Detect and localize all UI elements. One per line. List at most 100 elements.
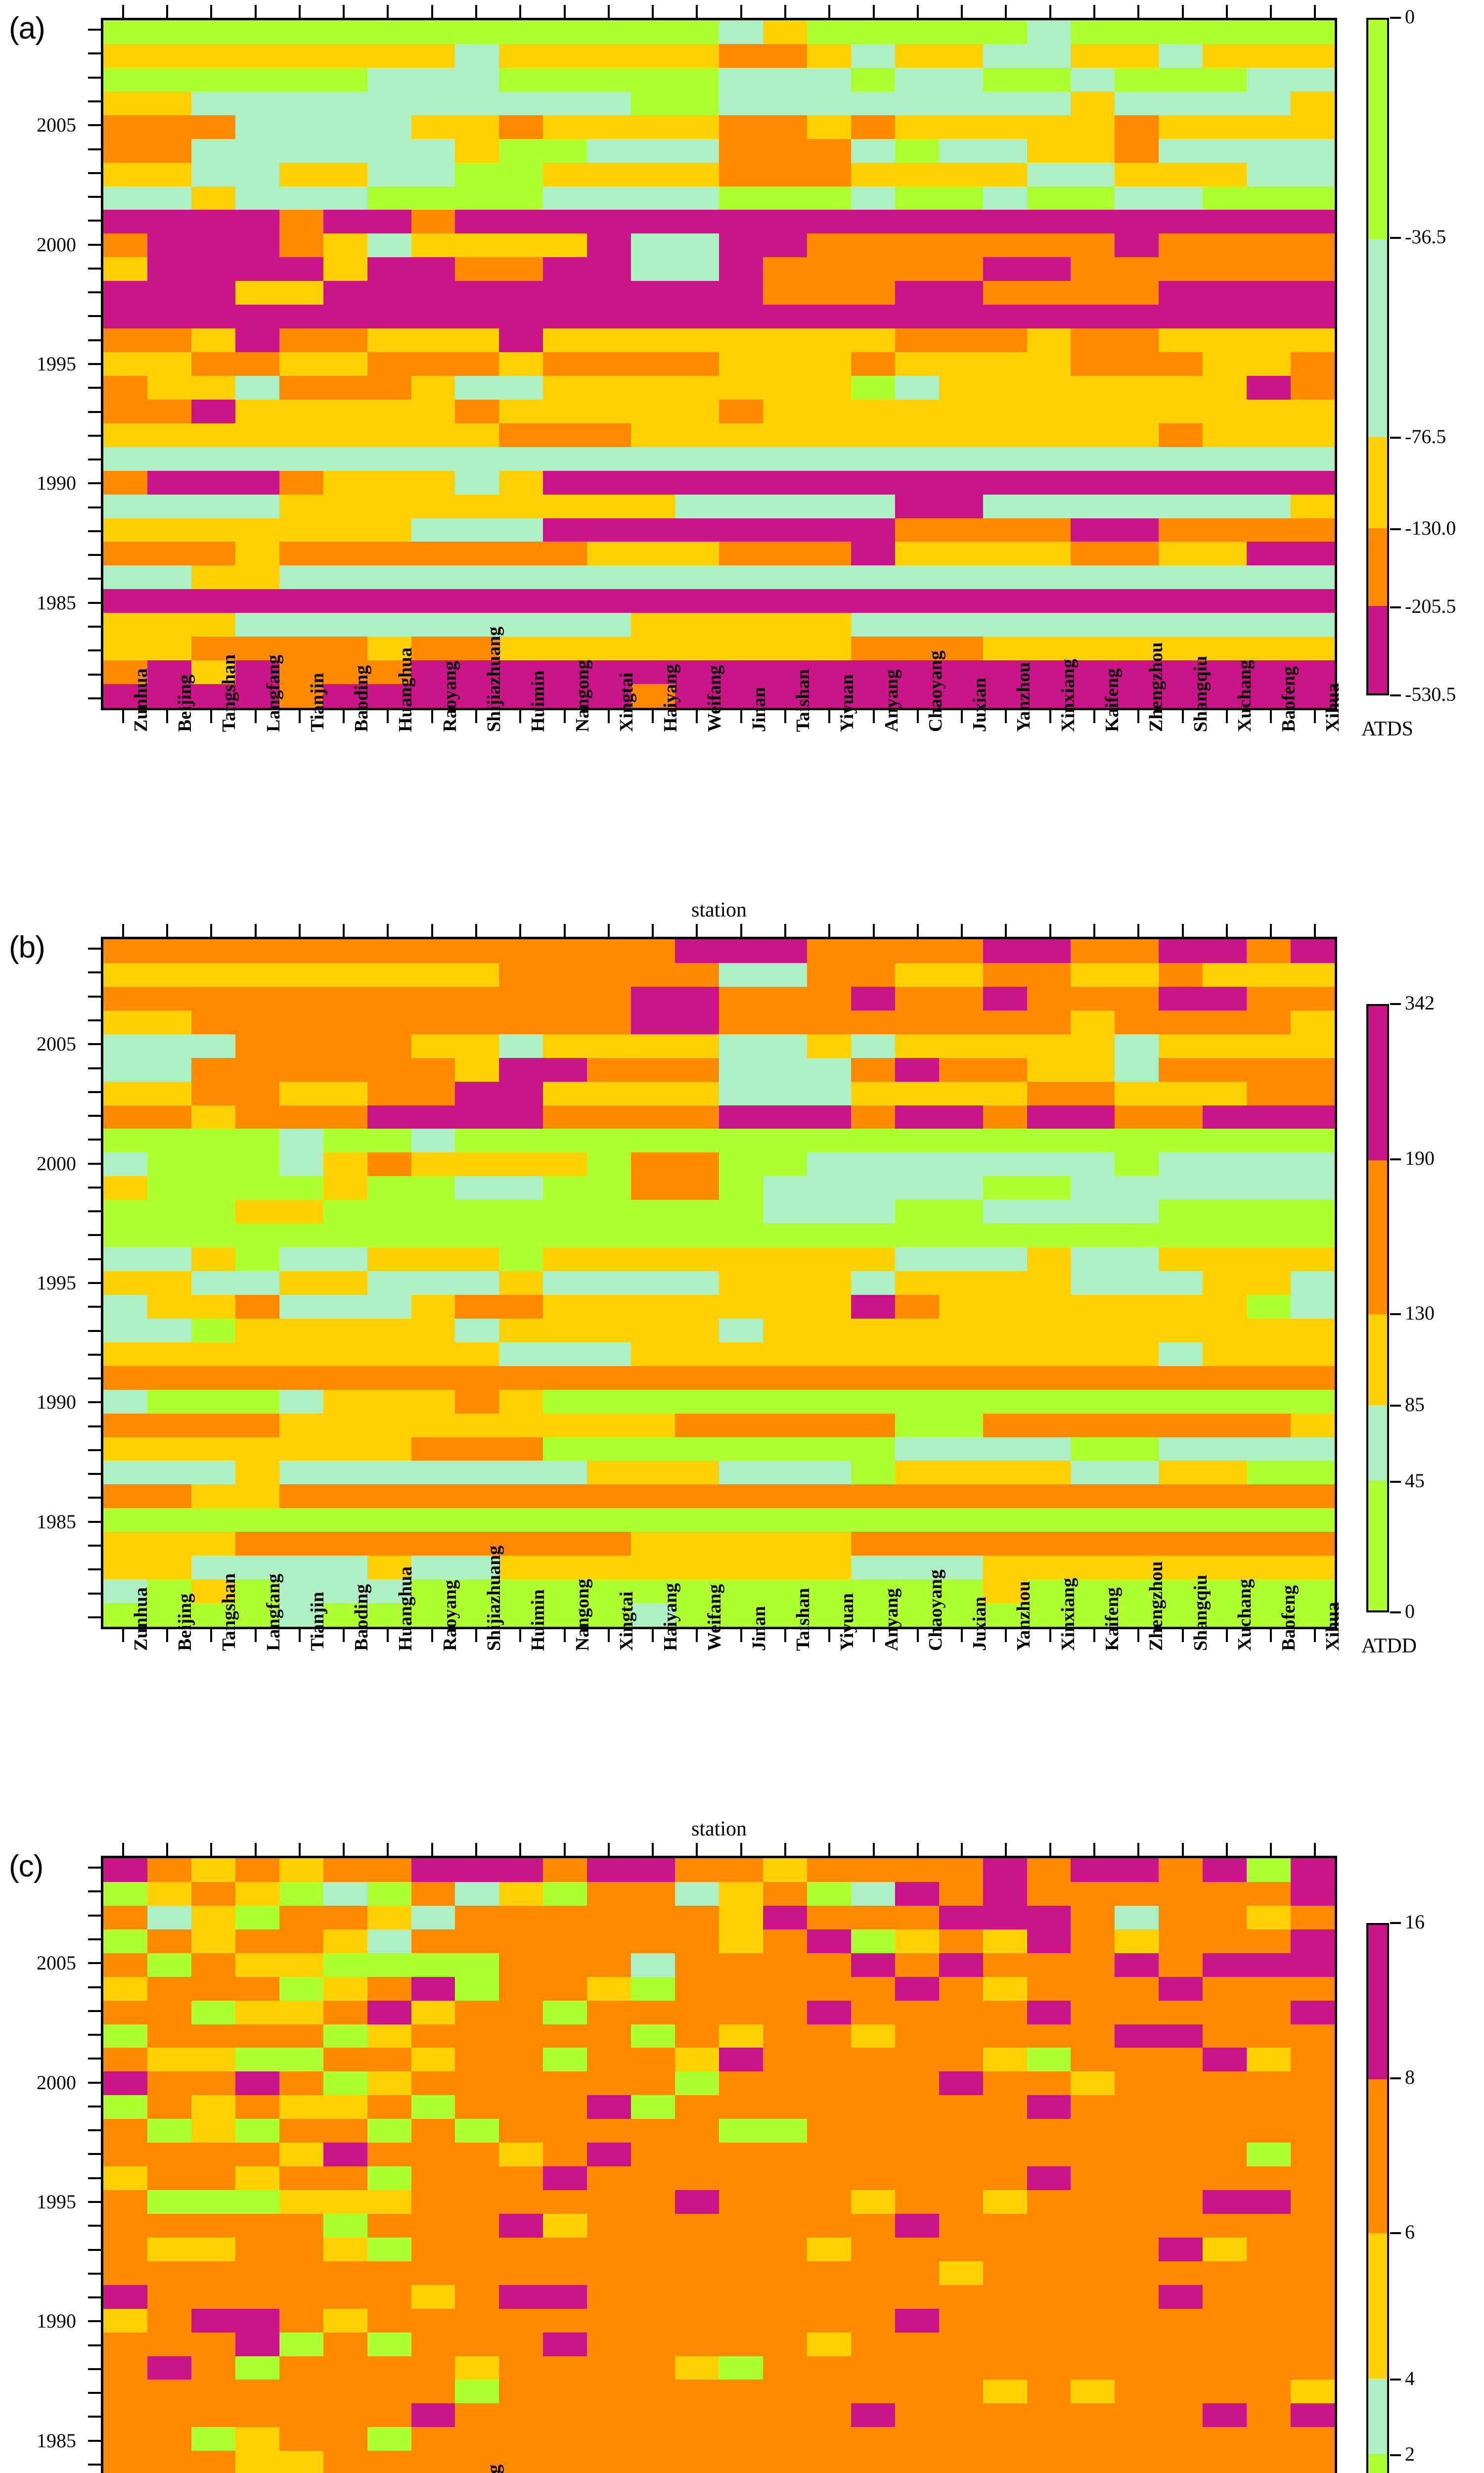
heatmap-cell (1291, 91, 1335, 115)
heatmap-cell (1027, 1929, 1071, 1953)
heatmap-cell (279, 1976, 323, 2001)
heatmap-cell (983, 939, 1027, 963)
heatmap-cell (851, 494, 895, 518)
heatmap-cell (499, 1881, 543, 1906)
heatmap-cell (763, 91, 807, 115)
heatmap-cell (147, 257, 191, 281)
heatmap-cell (851, 1508, 895, 1532)
heatmap-cell (1291, 257, 1335, 281)
heatmap-cell (543, 2048, 587, 2072)
heatmap-cell (235, 2308, 279, 2333)
heatmap-cell (851, 660, 895, 685)
heatmap-cell (807, 565, 851, 590)
heatmap-cell (411, 1484, 455, 1509)
heatmap-cell (543, 470, 587, 495)
heatmap-cell (895, 138, 939, 163)
heatmap-cell (1247, 1603, 1291, 1627)
heatmap-cell (1203, 2024, 1247, 2048)
heatmap-cell (499, 2403, 543, 2427)
heatmap-cell (1291, 986, 1335, 1010)
heatmap-cell (1203, 1484, 1247, 1509)
heatmap-cell (1291, 2332, 1335, 2356)
heatmap-cell (367, 1247, 411, 1272)
heatmap-cell (631, 1905, 675, 1929)
heatmap-cell (411, 1318, 455, 1342)
heatmap-cell (279, 1389, 323, 1414)
colorbar-a[interactable] (1366, 18, 1389, 695)
heatmap-cell (1291, 1905, 1335, 1929)
y-axis-label-1995: 1995 (37, 353, 76, 375)
heatmap-cell (279, 210, 323, 234)
heatmap-cell (1115, 2261, 1159, 2285)
colorbar-segment (1368, 2378, 1387, 2454)
heatmap-cell (1247, 1532, 1291, 1556)
x-axis-label-kaifeng: Kaifeng (1101, 1587, 1123, 1651)
heatmap-cell (455, 1294, 499, 1319)
heatmap-cell (983, 1389, 1027, 1414)
y-tick (88, 578, 101, 580)
heatmap-cell (1027, 542, 1071, 566)
heatmap-cell (367, 2427, 411, 2451)
colorbar-segment (1368, 238, 1387, 438)
colorbar-b[interactable] (1366, 1004, 1389, 1612)
heatmap-cell (631, 2451, 675, 2473)
heatmap-cell (323, 2285, 367, 2309)
heatmap-cell (719, 2380, 763, 2404)
heatmap-cell (279, 162, 323, 186)
heatmap-cell (103, 115, 147, 139)
heatmap-cell (1027, 494, 1071, 518)
heatmap-cell (1203, 352, 1247, 376)
heatmap-cell (191, 1579, 235, 1603)
heatmap-cell (235, 233, 279, 258)
heatmap-cell (147, 44, 191, 68)
heatmap-cell (1159, 1413, 1203, 1437)
heatmap-cell (1247, 2000, 1291, 2024)
heatmap-cell (939, 2213, 983, 2238)
heatmap-cell (1071, 2048, 1115, 2072)
heatmap-cell (543, 1010, 587, 1034)
x-axis-label-weifang: Weifang (704, 1584, 725, 1651)
heatmap-cell (411, 2285, 455, 2309)
heatmap-cell (1071, 1976, 1115, 2001)
heatmap-cell (1159, 67, 1203, 92)
heatmap-cell (367, 2000, 411, 2024)
heatmap-cell (1203, 1294, 1247, 1319)
heatmap-cell (367, 399, 411, 423)
heatmap-cell (763, 494, 807, 518)
heatmap-cell (1071, 1461, 1115, 1485)
heatmap-cell (1247, 565, 1291, 590)
heatmap-cell (235, 1176, 279, 1200)
heatmap-cell (983, 1532, 1027, 1556)
heatmap-cell (323, 1129, 367, 1153)
heatmap-cell (895, 2000, 939, 2024)
heatmap-cell (1203, 494, 1247, 518)
heatmap-cell (147, 1953, 191, 1977)
heatmap-cell (895, 2308, 939, 2333)
heatmap-cell (147, 939, 191, 963)
x-tick-top (1270, 5, 1272, 18)
heatmap-cell (675, 2451, 719, 2473)
heatmap-cell (279, 2427, 323, 2451)
heatmap-cell (895, 399, 939, 423)
x-axis-label-shijiazhuang: Shijiazhuang (483, 626, 504, 732)
heatmap-cell (455, 1366, 499, 1390)
heatmap-cell (939, 1152, 983, 1177)
heatmap-cell (1203, 2143, 1247, 2167)
heatmap-cell (499, 494, 543, 518)
heatmap-cell (323, 1905, 367, 1929)
heatmap-cell (411, 939, 455, 963)
heatmap-cell (1115, 2332, 1159, 2356)
heatmap-cell (1203, 1318, 1247, 1342)
heatmap-cell (191, 1200, 235, 1224)
heatmap-cell (851, 162, 895, 186)
heatmap-cell (235, 565, 279, 590)
heatmap-cell (895, 2095, 939, 2119)
heatmap-cell (1203, 115, 1247, 139)
heatmap-cell (191, 2356, 235, 2380)
heatmap-cell (983, 2451, 1027, 2473)
heatmap-cell (807, 2024, 851, 2048)
colorbar-c[interactable] (1366, 1923, 1389, 2473)
heatmap-cell (983, 1484, 1027, 1509)
heatmap-cell (411, 1247, 455, 1272)
heatmap-cell (411, 1010, 455, 1034)
